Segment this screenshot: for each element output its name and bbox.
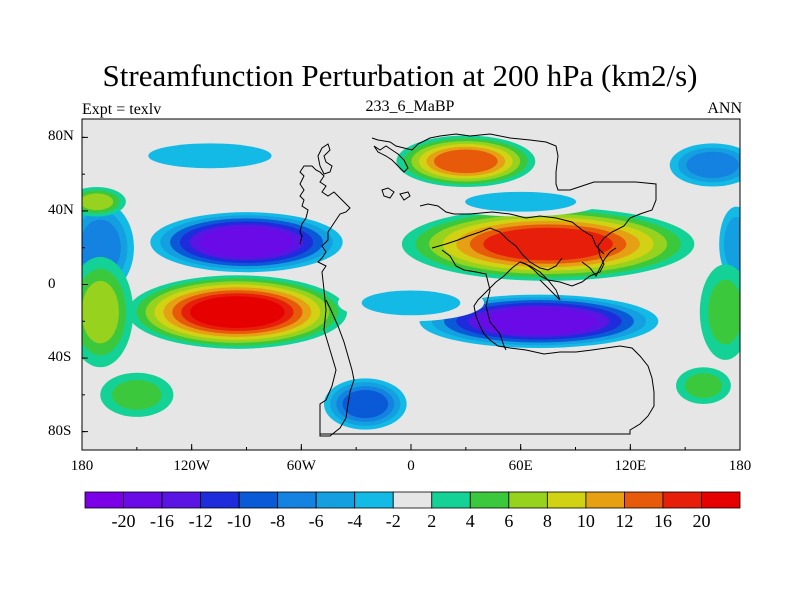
x-tick-label: 0 <box>407 458 415 474</box>
contour-band-12-1 <box>361 290 461 316</box>
coastline-uk <box>381 187 411 201</box>
axis-ticks <box>81 136 741 450</box>
colorbar-label: -6 <box>308 511 324 531</box>
colorbar-label: 20 <box>692 511 711 531</box>
x-tick-label: 120E <box>614 458 647 474</box>
coastline-europe <box>319 133 657 435</box>
colorbar-label: 2 <box>427 511 437 531</box>
colorbar-label: -2 <box>385 511 401 531</box>
colorbar-label: -10 <box>227 511 252 531</box>
center-string: 233_6_MaBP <box>365 98 455 115</box>
y-tick-label: 40S <box>48 349 72 366</box>
colorbar-box <box>123 491 163 509</box>
coastline-greenland <box>317 143 333 175</box>
colorbar-box <box>277 491 317 509</box>
contour-band-15-1 <box>112 379 162 410</box>
contour-band-0-6 <box>199 227 294 257</box>
colorbar-box <box>508 491 548 509</box>
colorbar-box <box>585 491 625 509</box>
x-tick-label: 120W <box>173 458 210 474</box>
colorbar-label: -12 <box>188 511 213 531</box>
x-tick-label: 60W <box>286 458 316 474</box>
chart-title: Streamfunction Perturbation at 200 hPa (… <box>102 58 698 93</box>
contour-band-2-6 <box>483 227 613 261</box>
y-tick-label: 40N <box>48 201 74 218</box>
left-string: Expt = texlv <box>82 101 162 118</box>
x-tick-label: 60E <box>508 458 533 474</box>
colorbar-box <box>315 491 356 509</box>
contour-band-3-6 <box>480 308 598 335</box>
colorbar-box <box>392 491 433 509</box>
colorbar-label: 16 <box>653 511 672 531</box>
colorbar-label: -16 <box>150 511 175 531</box>
colorbar-box <box>84 491 124 509</box>
contour-band-8-2 <box>82 280 119 344</box>
colorbar-box <box>200 491 240 509</box>
right-string: ANN <box>707 100 742 117</box>
contour-band-14-1 <box>465 191 577 212</box>
coastline <box>299 133 657 437</box>
colorbar-label: -20 <box>111 511 136 531</box>
colorbar-box <box>662 491 702 509</box>
colorbar-label: -8 <box>270 511 286 531</box>
contour-band-1-7 <box>190 296 285 328</box>
colorbar-label: 6 <box>504 511 514 531</box>
colorbar-box <box>546 491 587 509</box>
y-tick-label: 0 <box>48 275 56 292</box>
colorbar-box <box>469 491 510 509</box>
colorbar-label: -4 <box>347 511 363 531</box>
y-tick-label: 80N <box>48 128 74 145</box>
coastline-africa <box>441 249 507 351</box>
colorbar-label: 12 <box>615 511 634 531</box>
colorbar-box <box>701 491 741 509</box>
contour-band-4-5 <box>433 149 498 174</box>
contour-band-7-2 <box>723 216 740 272</box>
colorbar <box>84 491 741 509</box>
colorbar-box <box>238 491 279 509</box>
contour-band-9-1 <box>708 279 740 345</box>
colorbar-box <box>624 491 664 509</box>
contour-band-5-4 <box>342 389 389 419</box>
coastline-india <box>519 261 561 301</box>
x-tick-label: 180 <box>70 458 94 474</box>
coastline-americas <box>299 165 355 437</box>
coastline-se-asia <box>581 247 617 277</box>
coastline-med <box>431 227 563 271</box>
colorbar-box <box>431 491 471 509</box>
x-tick-label: 180 <box>728 458 752 474</box>
colorbar-label: 8 <box>542 511 552 531</box>
contour-band-13-1 <box>148 143 272 169</box>
coastline-asia-interior <box>419 203 605 255</box>
colorbar-label: 4 <box>465 511 475 531</box>
colorbar-box <box>161 491 201 509</box>
contour-band-11-3 <box>686 151 739 179</box>
contour-band-10-2 <box>82 193 114 211</box>
y-tick-label: 80S <box>48 422 72 439</box>
coastline-scandinavia <box>373 145 409 173</box>
contour-field <box>82 135 740 434</box>
colorbar-box <box>354 491 394 509</box>
contour-band-16-1 <box>684 373 722 399</box>
colorbar-label: 10 <box>576 511 595 531</box>
